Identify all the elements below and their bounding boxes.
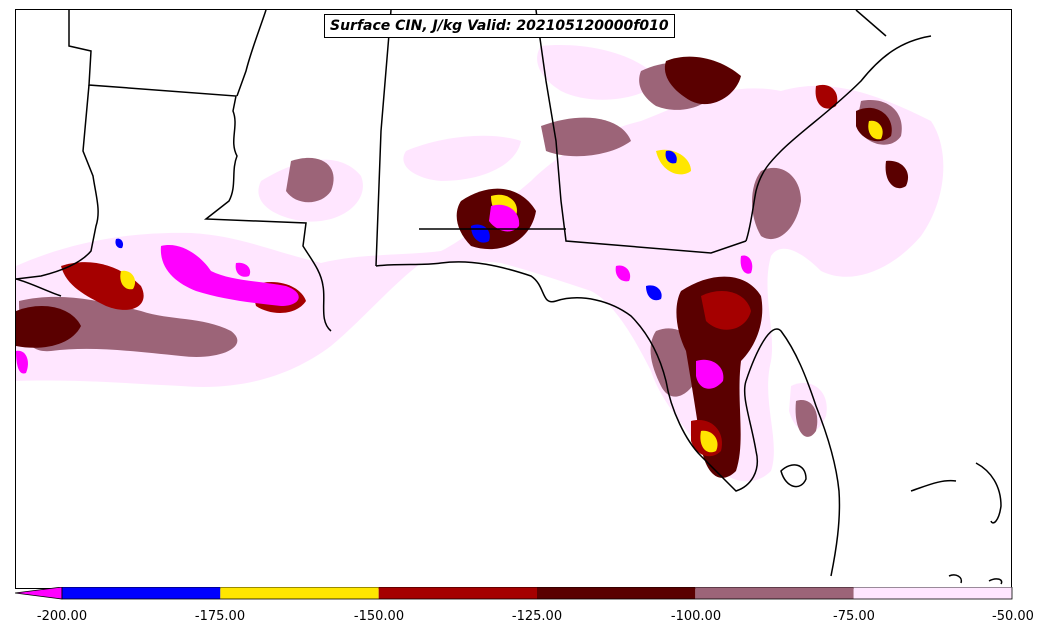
colorbar-outline (61, 587, 1013, 600)
colorbar-tick-label: -175.00 (194, 609, 246, 624)
colorbar-tick-label: -125.00 (511, 609, 563, 624)
cin-fill-magenta (16, 204, 753, 389)
colorbar-segment (378, 587, 537, 599)
boundary-lines (16, 10, 1003, 585)
map-title: Surface CIN, J/kg Valid: 202105120000f01… (324, 14, 675, 38)
colorbar-segment (220, 587, 379, 599)
cin-map (16, 10, 1003, 585)
colorbar-tick-label: -75.00 (833, 609, 875, 624)
colorbar-tick-label: -100.00 (670, 609, 722, 624)
colorbar-segment (853, 587, 1012, 599)
colorbar-segment (537, 587, 696, 599)
colorbar-tick-label: -200.00 (36, 609, 88, 624)
colorbar (15, 587, 1013, 600)
colorbar-tick-label: -50.00 (992, 609, 1034, 624)
map-panel (15, 9, 1012, 589)
colorbar-segments (62, 587, 1012, 599)
colorbar-segment (62, 587, 221, 599)
colorbar-segment (695, 587, 854, 599)
colorbar-underflow-triangle (15, 587, 63, 600)
colorbar-tick-label: -150.00 (353, 609, 405, 624)
